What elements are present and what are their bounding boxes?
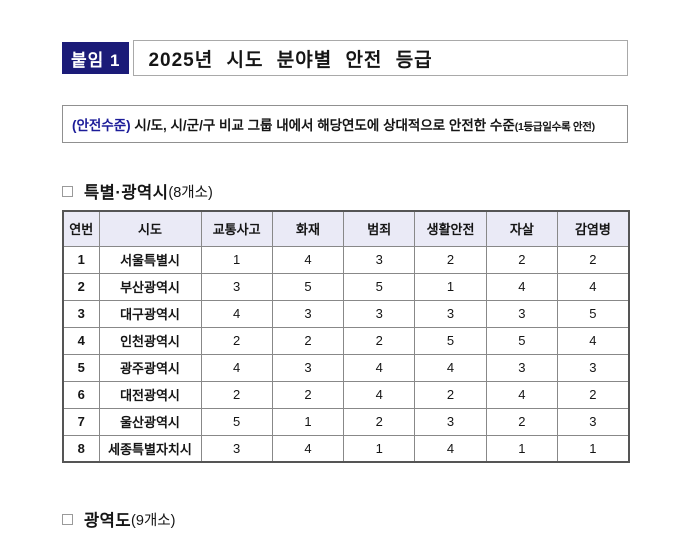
grade-cell: 3 [200,434,273,463]
square-bullet-icon [62,513,73,525]
safety-grade-table: 연번 시도 교통사고 화재 범죄 생활안전 자살 감염병 1 서울특별시 1 4… [62,210,630,463]
col-header-no: 연번 [62,210,100,247]
grade-cell: 3 [485,353,558,382]
col-header-suicide: 자살 [485,210,558,247]
grade-cell: 4 [343,380,416,409]
grade-cell: 4 [271,434,345,463]
grade-cell: 4 [414,353,487,382]
grade-cell: 4 [556,272,630,301]
document-page: 붙임 1 2025년 시도 분야별 안전 등급 (안전수준) 시/도, 시/군/… [62,40,630,531]
sido-name: 울산광역시 [98,407,202,436]
grade-cell: 4 [200,353,273,382]
col-header-life-safety: 생활안전 [414,210,487,247]
grade-cell: 3 [271,299,345,328]
grade-cell: 2 [200,380,273,409]
grade-cell: 1 [485,434,558,463]
section-count: (8개소) [168,184,213,201]
col-header-crime: 범죄 [343,210,416,247]
safety-level-note-suffix: (1등급일수록 안전) [514,121,595,133]
safety-level-note-body: 시/도, 시/군/구 비교 그룹 내에서 해당연도에 상대적으로 안전한 수준 [130,118,515,133]
table-header-row: 연번 시도 교통사고 화재 범죄 생활안전 자살 감염병 [62,210,630,247]
section-title: 특별·광역시 [84,184,169,202]
row-number: 2 [62,272,100,301]
grade-cell: 3 [343,245,416,274]
grade-cell: 2 [414,380,487,409]
grade-cell: 4 [556,326,630,355]
safety-level-note: (안전수준) 시/도, 시/군/구 비교 그룹 내에서 해당연도에 상대적으로 … [62,105,628,143]
grade-cell: 1 [556,434,630,463]
safety-level-note-label: (안전수준) [72,118,131,133]
grade-cell: 3 [556,353,630,382]
grade-cell: 5 [343,272,416,301]
grade-cell: 2 [200,326,273,355]
grade-cell: 5 [414,326,487,355]
grade-cell: 1 [200,245,273,274]
sido-name: 세종특별자치시 [98,434,202,463]
table-row: 1 서울특별시 1 4 3 2 2 2 [62,245,630,274]
section-title: 광역도 [84,512,132,530]
grade-cell: 2 [271,380,345,409]
grade-cell: 4 [414,434,487,463]
section-header-provinces: 광역도 (9개소) [62,507,628,531]
grade-cell: 3 [556,407,630,436]
grade-cell: 5 [271,272,345,301]
sido-name: 서울특별시 [98,245,202,274]
sido-name: 대전광역시 [98,380,202,409]
grade-cell: 3 [343,299,416,328]
square-bullet-icon [62,185,73,197]
grade-cell: 2 [485,245,558,274]
grade-cell: 4 [485,380,558,409]
table-row: 4 인천광역시 2 2 2 5 5 4 [62,326,630,355]
row-number: 5 [62,353,100,382]
table-row: 2 부산광역시 3 5 5 1 4 4 [62,272,630,301]
row-number: 3 [62,299,100,328]
row-number: 6 [62,380,100,409]
grade-cell: 4 [485,272,558,301]
sido-name: 부산광역시 [98,272,202,301]
grade-cell: 2 [343,407,416,436]
grade-cell: 5 [485,326,558,355]
row-number: 7 [62,407,100,436]
grade-cell: 4 [343,353,416,382]
col-header-sido: 시도 [98,210,202,247]
document-title: 2025년 시도 분야별 안전 등급 [133,40,628,76]
row-number: 8 [62,434,100,463]
col-header-infectious: 감염병 [556,210,630,247]
grade-cell: 4 [200,299,273,328]
grade-cell: 2 [556,245,630,274]
grade-cell: 3 [414,299,487,328]
grade-cell: 2 [271,326,345,355]
grade-cell: 5 [200,407,273,436]
grade-cell: 3 [414,407,487,436]
table-row: 8 세종특별자치시 3 4 1 4 1 1 [62,434,630,463]
sido-name: 광주광역시 [98,353,202,382]
grade-cell: 2 [343,326,416,355]
grade-cell: 3 [485,299,558,328]
col-header-fire: 화재 [271,210,345,247]
table-row: 3 대구광역시 4 3 3 3 3 5 [62,299,630,328]
row-number: 1 [62,245,100,274]
attachment-badge: 붙임 1 [62,42,130,74]
grade-cell: 4 [271,245,345,274]
row-number: 4 [62,326,100,355]
table-row: 6 대전광역시 2 2 4 2 4 2 [62,380,630,409]
grade-cell: 5 [556,299,630,328]
table-row: 5 광주광역시 4 3 4 4 3 3 [62,353,630,382]
table-row: 7 울산광역시 5 1 2 3 2 3 [62,407,630,436]
grade-cell: 1 [414,272,487,301]
section-header-metropolitan: 특별·광역시 (8개소) [62,179,628,203]
col-header-traffic: 교통사고 [200,210,273,247]
grade-cell: 2 [414,245,487,274]
sido-name: 대구광역시 [98,299,202,328]
sido-name: 인천광역시 [98,326,202,355]
grade-cell: 1 [271,407,345,436]
grade-cell: 1 [343,434,416,463]
grade-cell: 3 [200,272,273,301]
document-header: 붙임 1 2025년 시도 분야별 안전 등급 [62,40,628,76]
grade-cell: 2 [556,380,630,409]
grade-cell: 3 [271,353,345,382]
grade-cell: 2 [485,407,558,436]
section-count: (9개소) [131,512,176,529]
